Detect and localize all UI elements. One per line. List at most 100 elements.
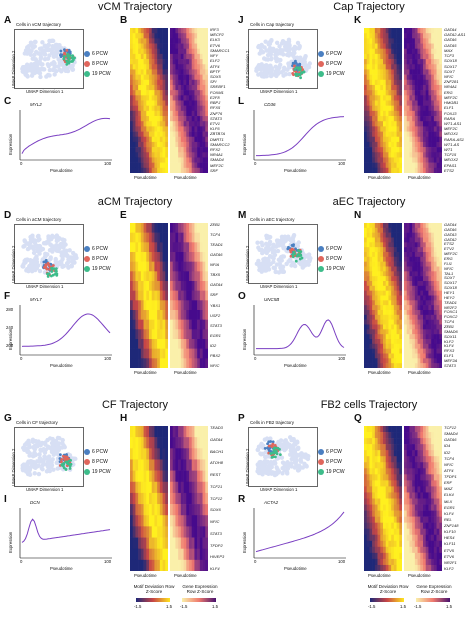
gene-label: ERG xyxy=(444,89,453,95)
heatmap-cell xyxy=(417,131,421,138)
heatmap-cell xyxy=(199,481,203,494)
heatmap-cell xyxy=(369,69,373,75)
heatmap-cell xyxy=(374,227,378,233)
heatmap-cell xyxy=(143,242,147,253)
heatmap-cell xyxy=(143,152,147,158)
heatmap-cell xyxy=(385,261,389,267)
heatmap-cell xyxy=(428,261,432,267)
heatmap-cell xyxy=(172,131,176,138)
heatmap-cell xyxy=(149,252,153,262)
heatmap-cell xyxy=(439,100,442,106)
heatmap-cell xyxy=(191,223,195,233)
heatmap-cell xyxy=(393,100,397,106)
heatmap-cell xyxy=(391,90,395,96)
heatmap-cell xyxy=(132,537,136,549)
heatmap-cell xyxy=(380,295,384,301)
heatmap-cell xyxy=(149,459,153,471)
heatmap-cell xyxy=(431,324,435,330)
heatmap-cell xyxy=(423,110,427,117)
heatmap-cell xyxy=(162,515,166,527)
umap-traj-point xyxy=(46,262,50,265)
heatmap-cell xyxy=(409,110,413,117)
heatmap-cell xyxy=(135,48,139,55)
heatmap-cell xyxy=(374,100,378,106)
heatmap-cell xyxy=(143,515,147,527)
heatmap-cell xyxy=(186,167,190,173)
heatmap-cell xyxy=(130,319,134,330)
heatmap-cell xyxy=(130,310,134,320)
heatmap-cell xyxy=(149,537,153,549)
heatmap-cell xyxy=(380,334,384,340)
gene-label: SRF xyxy=(210,292,218,298)
heatmap-cell xyxy=(439,343,442,349)
heatmap-cell xyxy=(428,314,432,320)
heatmap-cell xyxy=(372,136,376,143)
heatmap-cell xyxy=(151,290,155,301)
gene-label: BACH1 xyxy=(210,448,224,454)
legend-item: 19 PCW xyxy=(318,70,352,78)
heatmap-cell xyxy=(385,348,389,354)
heatmap-cell xyxy=(406,126,410,132)
heatmap-cell xyxy=(194,559,198,571)
heatmap-cell xyxy=(154,79,158,86)
legend-label: 19 PCW xyxy=(326,265,345,272)
heatmap-cell xyxy=(146,147,150,153)
gene-label: MEF2A xyxy=(444,358,458,364)
heatmap-cell xyxy=(385,247,389,253)
heatmap-cell xyxy=(366,281,370,287)
heatmap-cell xyxy=(380,28,384,34)
umap-cell-point xyxy=(280,471,285,476)
heatmap-cell xyxy=(132,348,136,359)
heatmap-cell xyxy=(157,126,161,132)
heatmap-cell xyxy=(159,329,163,340)
heatmap-cell xyxy=(439,227,442,233)
heatmap-cell xyxy=(170,481,174,494)
heatmap-cell xyxy=(409,343,413,349)
umap-cell-point xyxy=(26,459,31,464)
heatmap-cell xyxy=(409,271,413,277)
heatmap-cell xyxy=(178,121,182,127)
trajectory-title: aCM Trajectory xyxy=(97,196,173,208)
heatmap-cell xyxy=(406,90,410,96)
heatmap-cell xyxy=(154,537,158,549)
heatmap-cell xyxy=(428,266,432,272)
heatmap-cell xyxy=(159,116,163,122)
heatmap-cell xyxy=(199,242,203,253)
heatmap-cell xyxy=(165,136,168,143)
heatmap-cell xyxy=(146,281,150,291)
heatmap-cell xyxy=(433,334,437,340)
heatmap-cell xyxy=(396,324,400,330)
heatmap-cell xyxy=(199,90,203,96)
heatmap-cell xyxy=(165,84,168,91)
heatmap-cell xyxy=(366,329,370,335)
heatmap-cell xyxy=(199,437,203,449)
heatmap-cell xyxy=(380,290,384,296)
heatmap-cell xyxy=(194,116,198,122)
heatmap-cell xyxy=(143,504,147,516)
heatmap-cell xyxy=(431,28,435,34)
heatmap-cell xyxy=(385,69,389,75)
heatmap-cell xyxy=(380,59,384,65)
heatmap-cell xyxy=(135,492,139,505)
heatmap-cell xyxy=(412,38,416,44)
heatmap-cell xyxy=(189,261,193,272)
heatmap-cell xyxy=(423,33,427,39)
heatmap-cell xyxy=(369,43,373,50)
heatmap-cell xyxy=(154,53,158,60)
umap-cell-point xyxy=(49,460,54,465)
umap-cell-point xyxy=(26,449,31,454)
heatmap-cell xyxy=(140,470,144,483)
heatmap-cell xyxy=(157,100,161,106)
heatmap-cell xyxy=(194,537,198,549)
heatmap-cell xyxy=(197,271,201,282)
heatmap-cell xyxy=(385,237,389,243)
heatmap-cell xyxy=(149,232,153,243)
heatmap-cell xyxy=(388,64,392,70)
heatmap-cell xyxy=(159,290,163,301)
heatmap-cell xyxy=(439,353,442,359)
heatmap-cell xyxy=(383,136,387,143)
heatmap-cell xyxy=(165,300,168,311)
heatmap-cell xyxy=(439,276,442,282)
umap-cell-point xyxy=(260,242,265,248)
heatmap-cell xyxy=(151,110,155,117)
